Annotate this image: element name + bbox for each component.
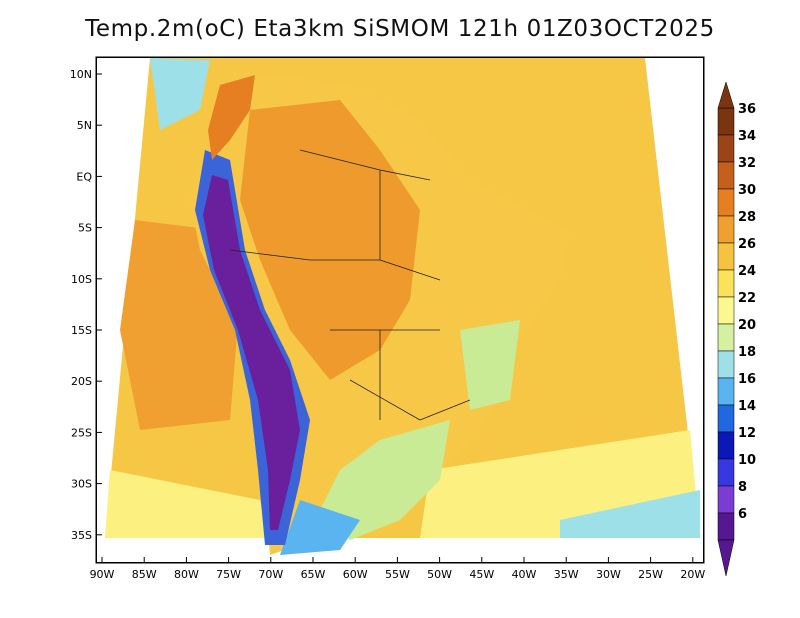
interior-hot xyxy=(240,100,420,380)
colorbar-swatch xyxy=(717,134,735,163)
colorbar-swatch xyxy=(717,161,735,190)
colorbar-swatch xyxy=(717,269,735,298)
colorbar-top-arrow xyxy=(717,81,735,109)
colorbar-swatch xyxy=(717,512,735,541)
lon-tick-label: 55W xyxy=(385,568,410,581)
lon-tick-label: 30W xyxy=(596,568,621,581)
lat-tick-label: 10N xyxy=(70,68,92,81)
colorbar-label: 36 xyxy=(738,102,756,117)
colorbar-swatch xyxy=(717,242,735,271)
colorbar-swatch xyxy=(717,485,735,514)
country-borders xyxy=(229,149,471,421)
colorbar-label: 24 xyxy=(738,264,756,279)
lon-tick-label: 70W xyxy=(258,568,283,581)
map-title: Temp.2m(oC) Eta3km SiSMOM 121h 01Z03OCT2… xyxy=(85,16,715,42)
andes-cold xyxy=(203,175,300,530)
colorbar: 36 34 32 30 28 26 24 22 20 18 16 14 12 10 8 6 xyxy=(717,81,756,577)
colorbar-swatch xyxy=(717,458,735,487)
lat-tick-label: EQ xyxy=(76,170,92,183)
colorbar-label: 26 xyxy=(738,237,756,252)
far-south-cyan xyxy=(560,490,700,538)
lon-tick-label: 35W xyxy=(554,568,579,581)
lon-tick-label: 60W xyxy=(343,568,368,581)
northern-andes xyxy=(208,75,255,160)
colorbar-label: 30 xyxy=(738,183,756,198)
lat-tick-label: 35S xyxy=(71,529,92,542)
lat-tick-label: 5S xyxy=(78,222,92,235)
latitude-axis: 10N 5N EQ 5S 10S 15S 20S 25S 30S 35S xyxy=(70,68,102,542)
colorbar-label: 6 xyxy=(738,507,747,522)
south-ocean-cool xyxy=(105,470,270,538)
colorbar-label: 8 xyxy=(738,480,747,495)
map-border xyxy=(95,56,705,564)
east-cool-region xyxy=(460,320,520,410)
colorbar-label: 34 xyxy=(738,129,756,144)
colorbar-swatch xyxy=(717,404,735,433)
colorbar-swatch xyxy=(717,188,735,217)
colorbar-label: 10 xyxy=(738,453,756,468)
colorbar-swatch xyxy=(717,107,735,136)
colorbar-bottom-arrow xyxy=(717,539,735,577)
colorbar-swatch xyxy=(717,323,735,352)
lon-tick-label: 50W xyxy=(427,568,452,581)
lat-tick-label: 25S xyxy=(71,426,92,439)
pacific-cool xyxy=(150,58,210,130)
colorbar-swatch xyxy=(717,296,735,325)
colorbar-label: 16 xyxy=(738,372,756,387)
colorbar-swatch xyxy=(717,215,735,244)
lat-tick-label: 5N xyxy=(77,119,92,132)
colorbar-label: 20 xyxy=(738,318,756,333)
south-cyan-region xyxy=(280,500,360,555)
lon-tick-label: 85W xyxy=(132,568,157,581)
lat-tick-label: 10S xyxy=(71,273,92,286)
lon-tick-label: 45W xyxy=(469,568,494,581)
colorbar-label: 32 xyxy=(738,156,756,171)
lat-tick-label: 15S xyxy=(71,324,92,337)
lon-tick-label: 40W xyxy=(512,568,537,581)
lon-tick-label: 20W xyxy=(680,568,705,581)
lat-tick-label: 30S xyxy=(71,478,92,491)
lon-tick-label: 65W xyxy=(301,568,326,581)
colorbar-swatch xyxy=(717,377,735,406)
lon-tick-label: 90W xyxy=(90,568,115,581)
lon-tick-label: 80W xyxy=(174,568,199,581)
lat-tick-label: 20S xyxy=(71,375,92,388)
colorbar-label: 28 xyxy=(738,210,756,225)
colorbar-swatch xyxy=(717,431,735,460)
ocean-hot-region xyxy=(120,220,240,430)
colorbar-label: 18 xyxy=(738,345,756,360)
colorbar-label: 12 xyxy=(738,426,756,441)
lon-tick-label: 25W xyxy=(638,568,663,581)
longitude-axis: 90W 85W 80W 75W 70W 65W 60W 55W 50W 45W 40W 35W 30W 2… xyxy=(90,557,705,581)
colorbar-swatch xyxy=(717,350,735,379)
lon-tick-label: 75W xyxy=(216,568,241,581)
colorbar-label: 22 xyxy=(738,291,756,306)
south-cool-region xyxy=(320,420,450,540)
colorbar-label: 14 xyxy=(738,399,756,414)
